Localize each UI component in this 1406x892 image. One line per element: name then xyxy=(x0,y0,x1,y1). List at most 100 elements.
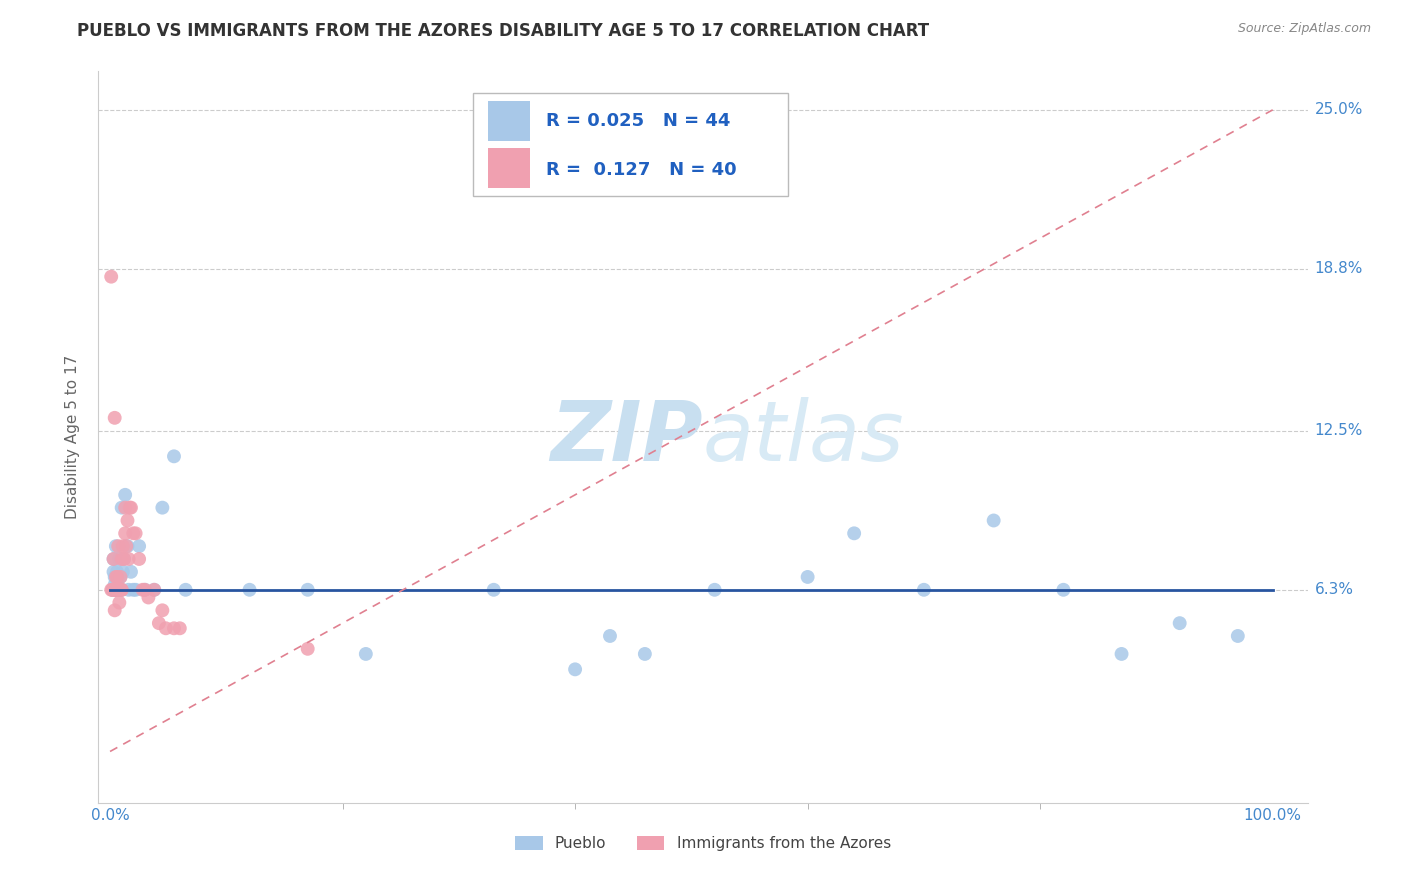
Point xyxy=(105,565,128,579)
Point xyxy=(104,570,127,584)
Text: PUEBLO VS IMMIGRANTS FROM THE AZORES DISABILITY AGE 5 TO 17 CORRELATION CHART: PUEBLO VS IMMIGRANTS FROM THE AZORES DIS… xyxy=(77,22,929,40)
Point xyxy=(482,582,505,597)
Point xyxy=(111,582,134,597)
Point xyxy=(104,582,127,597)
Point xyxy=(118,582,141,597)
Point xyxy=(128,539,150,553)
Point xyxy=(112,552,135,566)
Point xyxy=(104,582,127,597)
Point xyxy=(138,591,160,605)
Point xyxy=(105,570,128,584)
Y-axis label: Disability Age 5 to 17: Disability Age 5 to 17 xyxy=(65,355,80,519)
FancyBboxPatch shape xyxy=(488,148,530,188)
Point xyxy=(983,514,1005,528)
Point xyxy=(120,500,142,515)
Point xyxy=(148,616,170,631)
Point xyxy=(104,570,127,584)
Point xyxy=(110,570,132,584)
Point xyxy=(122,526,145,541)
Point xyxy=(163,621,186,635)
Point xyxy=(124,582,146,597)
Point xyxy=(103,552,125,566)
Text: atlas: atlas xyxy=(703,397,904,477)
Point xyxy=(120,565,142,579)
Point xyxy=(107,539,129,553)
Point xyxy=(564,662,586,676)
Point xyxy=(912,582,935,597)
Point xyxy=(117,514,139,528)
Point xyxy=(163,450,186,464)
Point xyxy=(108,582,131,597)
Legend: Pueblo, Immigrants from the Azores: Pueblo, Immigrants from the Azores xyxy=(509,830,897,857)
Point xyxy=(1226,629,1249,643)
Point xyxy=(703,582,725,597)
Point xyxy=(297,582,319,597)
Point xyxy=(112,552,135,566)
Point xyxy=(104,539,127,553)
Point xyxy=(101,582,124,597)
Point xyxy=(174,582,197,597)
Point xyxy=(114,488,136,502)
Point xyxy=(107,582,129,597)
Point xyxy=(111,582,134,597)
Point xyxy=(122,582,145,597)
Point xyxy=(103,582,125,597)
Point xyxy=(117,539,139,553)
Point xyxy=(111,582,134,597)
Point xyxy=(104,582,127,597)
Point xyxy=(100,269,122,284)
Point xyxy=(1052,582,1074,597)
Text: R = 0.025   N = 44: R = 0.025 N = 44 xyxy=(546,112,730,130)
Point xyxy=(150,500,173,515)
Text: 25.0%: 25.0% xyxy=(1315,103,1362,118)
Point xyxy=(297,641,319,656)
Point xyxy=(599,629,621,643)
Point xyxy=(100,582,122,597)
Point xyxy=(105,582,128,597)
Point xyxy=(143,582,166,597)
Point xyxy=(107,570,129,584)
Point xyxy=(143,582,166,597)
Point xyxy=(101,582,124,597)
Point xyxy=(134,582,156,597)
Point xyxy=(634,647,657,661)
Point xyxy=(114,526,136,541)
Text: Source: ZipAtlas.com: Source: ZipAtlas.com xyxy=(1237,22,1371,36)
Point xyxy=(105,582,128,597)
Point xyxy=(103,565,125,579)
FancyBboxPatch shape xyxy=(488,101,530,141)
Point xyxy=(111,565,134,579)
Point xyxy=(239,582,262,597)
Point xyxy=(118,552,141,566)
Point xyxy=(103,552,125,566)
Point xyxy=(104,577,127,591)
Point xyxy=(155,621,177,635)
Point xyxy=(108,552,131,566)
Point xyxy=(134,582,156,597)
Text: 12.5%: 12.5% xyxy=(1315,423,1362,438)
Point xyxy=(111,539,134,553)
Point xyxy=(1111,647,1133,661)
Point xyxy=(115,539,138,553)
Point xyxy=(131,582,153,597)
Text: ZIP: ZIP xyxy=(550,397,703,477)
Point xyxy=(796,570,818,584)
FancyBboxPatch shape xyxy=(474,94,787,195)
Point xyxy=(169,621,191,635)
Point xyxy=(111,552,134,566)
Point xyxy=(128,552,150,566)
Point xyxy=(104,410,127,425)
Point xyxy=(111,500,134,515)
Point xyxy=(1168,616,1191,631)
Point xyxy=(104,603,127,617)
Point xyxy=(124,526,146,541)
Text: 18.8%: 18.8% xyxy=(1315,261,1362,277)
Point xyxy=(150,603,173,617)
Point xyxy=(354,647,377,661)
Point xyxy=(114,500,136,515)
Text: R =  0.127   N = 40: R = 0.127 N = 40 xyxy=(546,161,737,179)
Point xyxy=(110,570,132,584)
Point xyxy=(118,500,141,515)
Point xyxy=(108,596,131,610)
Point xyxy=(844,526,866,541)
